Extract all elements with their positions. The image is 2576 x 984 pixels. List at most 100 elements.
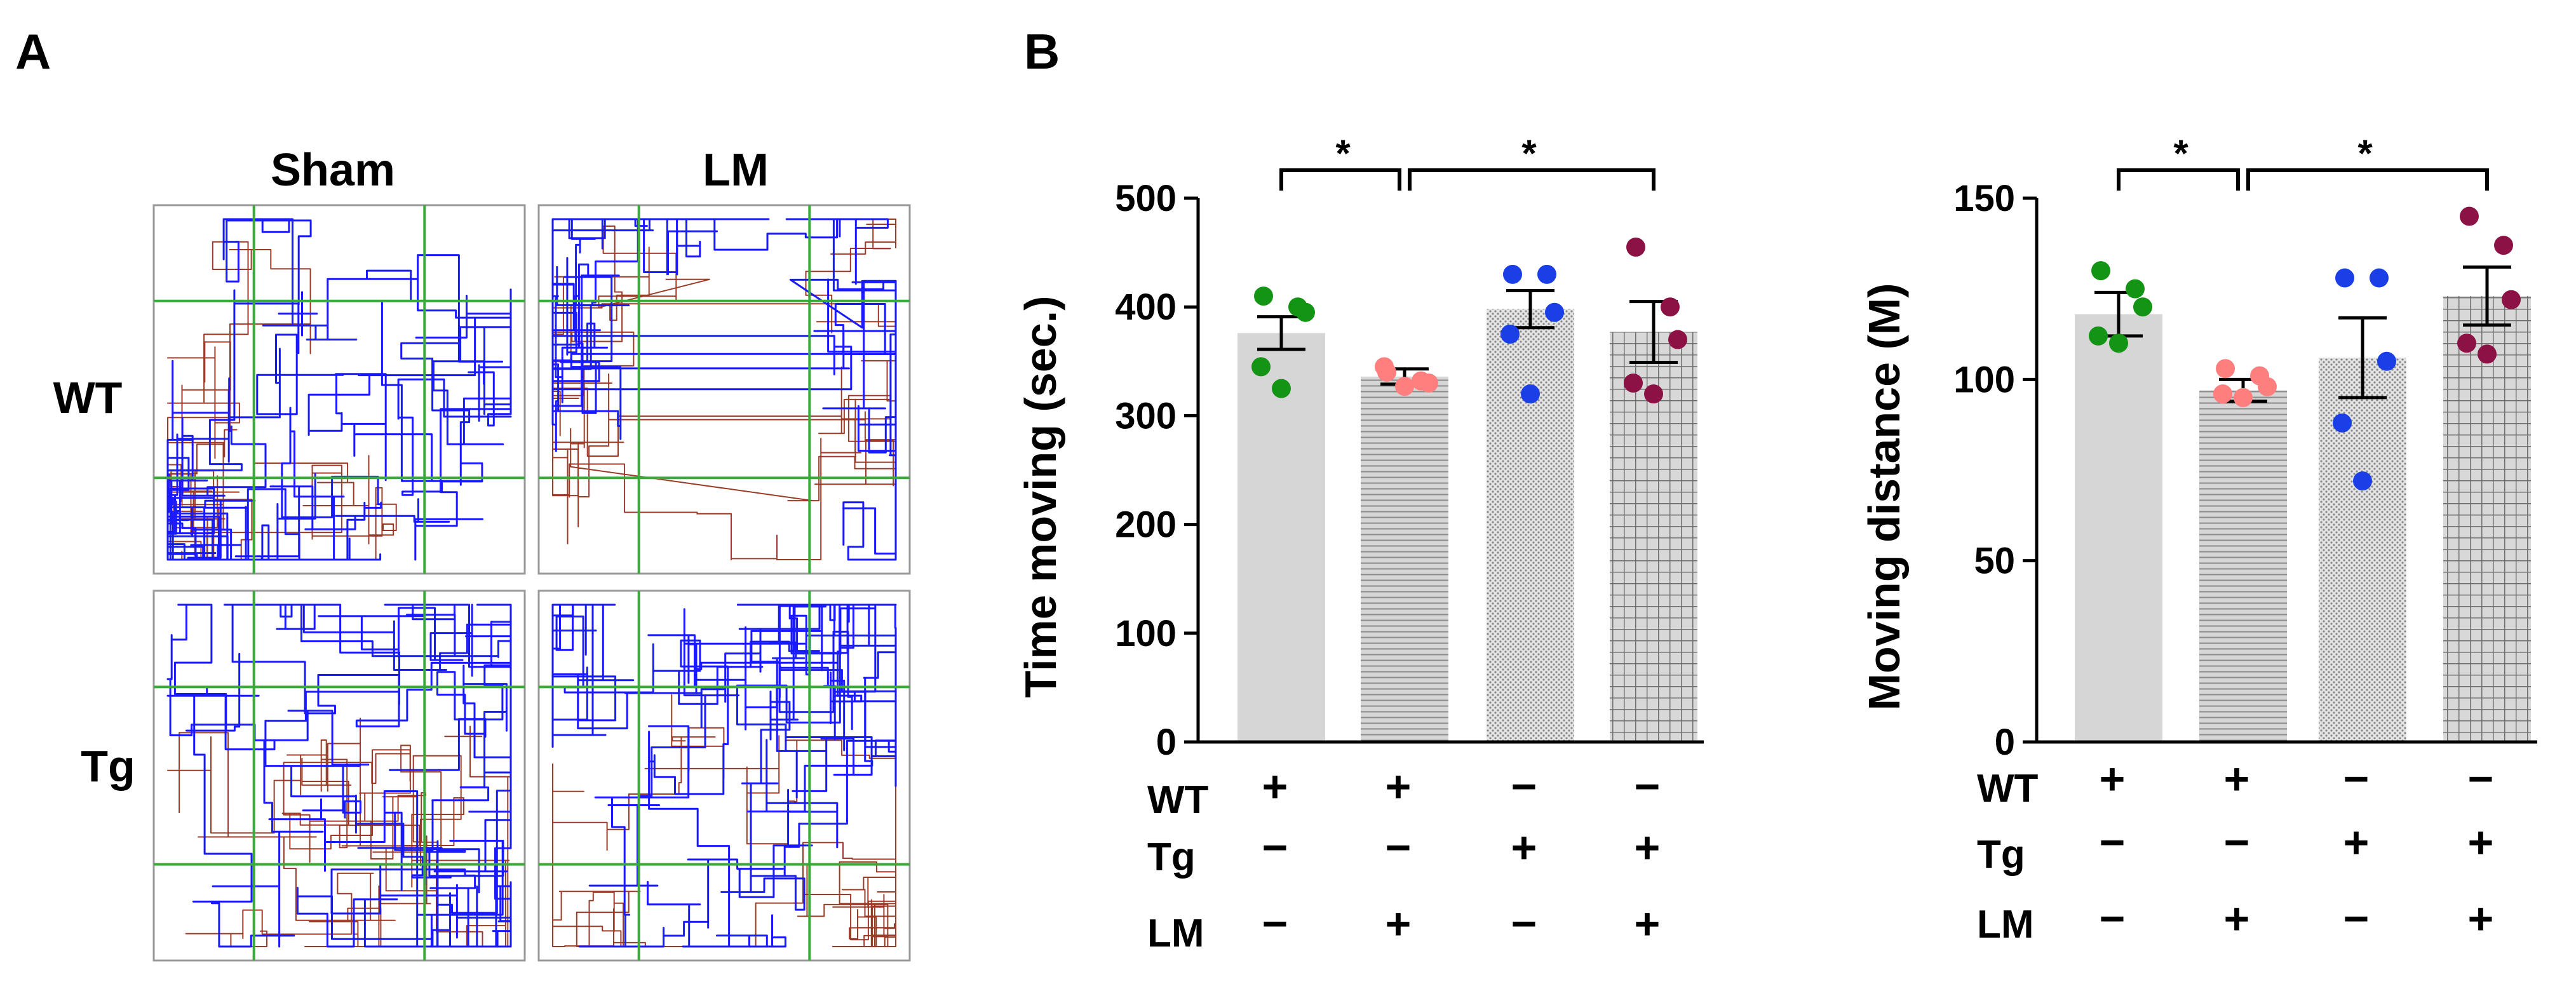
group-sign: − [1262, 899, 1288, 948]
significance-bracket [2117, 168, 2240, 191]
data-point [2109, 334, 2128, 353]
data-point [1251, 357, 1271, 377]
group-sign: + [1386, 762, 1412, 811]
data-point [1644, 384, 1663, 404]
y-tick-label: 0 [1156, 722, 1177, 763]
chart-time-moving: Time moving (sec.) 0 100 200 300 400 500 * * [1016, 132, 1704, 763]
data-point [1626, 238, 1645, 257]
bar-0 [2075, 314, 2162, 742]
significance-star: * [2357, 132, 2373, 175]
data-point [2133, 297, 2152, 317]
group-sign: − [2224, 818, 2250, 867]
track-tg-sham [152, 590, 526, 962]
data-point [2457, 334, 2476, 353]
group-row-label-tg: Tg [1147, 835, 1196, 879]
track-path [166, 603, 512, 948]
track-tg-lm [537, 590, 911, 962]
group-sign: + [1386, 899, 1412, 948]
bar-2 [2319, 358, 2406, 742]
group-sign: + [2468, 818, 2494, 867]
group-sign: + [2343, 818, 2370, 867]
significance-star: * [2173, 132, 2188, 175]
chart-moving-distance-ylabel: Moving distance (M) [1859, 283, 1909, 711]
y-tick-label: 300 [1115, 395, 1177, 436]
track-wt-sham [152, 204, 526, 575]
significance-bracket [1279, 168, 1401, 191]
data-point [1296, 302, 1315, 322]
group-sign: − [1262, 823, 1288, 872]
col-label-lm: LM [703, 145, 769, 196]
group-row-label-wt: WT [1977, 767, 2039, 811]
y-tick-label: 50 [1974, 541, 2015, 582]
data-point [2089, 326, 2108, 346]
group-sign: + [1511, 823, 1537, 872]
group-sign: − [2468, 754, 2494, 804]
data-point [1521, 384, 1540, 404]
data-point [2353, 471, 2372, 491]
track-path [552, 694, 896, 947]
y-tick-label: 100 [1115, 613, 1177, 654]
track-wt-lm [537, 204, 911, 575]
row-label-wt: WT [53, 373, 123, 422]
bar-1 [2199, 390, 2287, 742]
group-sign: + [2468, 894, 2494, 943]
chart-moving-distance: Moving distance (M) 0 50 100 150 * * [1859, 132, 2537, 763]
group-sign: + [1635, 899, 1661, 948]
significance-star: * [1521, 132, 1537, 175]
track-path [166, 218, 512, 561]
data-point [2494, 236, 2513, 255]
data-point [1545, 302, 1564, 322]
bar-0 [1237, 333, 1325, 742]
track-path [551, 603, 897, 948]
y-tick-label: 0 [1995, 722, 2015, 763]
track-path [552, 219, 896, 560]
group-sign: + [1635, 823, 1661, 872]
group-sign: − [1386, 823, 1412, 872]
significance-bracket [1408, 168, 1656, 191]
group-row-label-wt: WT [1147, 778, 1209, 822]
panel-a-label: A [15, 24, 51, 79]
bar-3 [2443, 296, 2531, 743]
group-row-label-lm: LM [1977, 903, 2034, 947]
data-point [1395, 377, 1414, 396]
group-sign: − [2100, 894, 2126, 943]
data-point [1668, 330, 1687, 349]
group-row-label-lm: LM [1147, 912, 1204, 955]
bar-1 [1361, 376, 1448, 742]
data-point [1537, 264, 1556, 284]
group-sign: + [1262, 762, 1288, 811]
data-point [2258, 377, 2277, 396]
data-point [2216, 359, 2235, 379]
data-point [2377, 351, 2396, 371]
data-point [2213, 384, 2232, 404]
data-point [1500, 325, 1520, 344]
group-sign: − [1511, 899, 1537, 948]
data-point [2335, 268, 2354, 288]
y-tick-label: 400 [1115, 286, 1177, 328]
group-row-label-tg: Tg [1977, 833, 2025, 877]
group-sign: − [1511, 762, 1537, 811]
data-point [2126, 279, 2145, 299]
data-point [2091, 261, 2110, 281]
y-tick-label: 150 [1953, 178, 2015, 219]
data-point [1419, 374, 1438, 393]
data-point [1661, 297, 1680, 317]
data-point [1375, 357, 1394, 377]
track-path [167, 717, 511, 947]
data-point [2460, 206, 2479, 226]
group-sign: − [2343, 754, 2370, 804]
panel-b-label: B [1024, 24, 1060, 79]
data-point [2502, 290, 2521, 309]
chart-time-moving-ylabel: Time moving (sec.) [1016, 296, 1065, 698]
bar-2 [1487, 309, 1574, 742]
track-plots [152, 204, 911, 962]
data-point [2333, 413, 2352, 433]
data-point [1503, 264, 1522, 284]
significance-bracket [2246, 168, 2489, 191]
group-sign: + [2100, 754, 2126, 804]
group-sign: + [2224, 754, 2250, 804]
data-point [2370, 268, 2389, 288]
group-sign: − [2100, 818, 2126, 867]
col-label-sham: Sham [271, 145, 395, 196]
